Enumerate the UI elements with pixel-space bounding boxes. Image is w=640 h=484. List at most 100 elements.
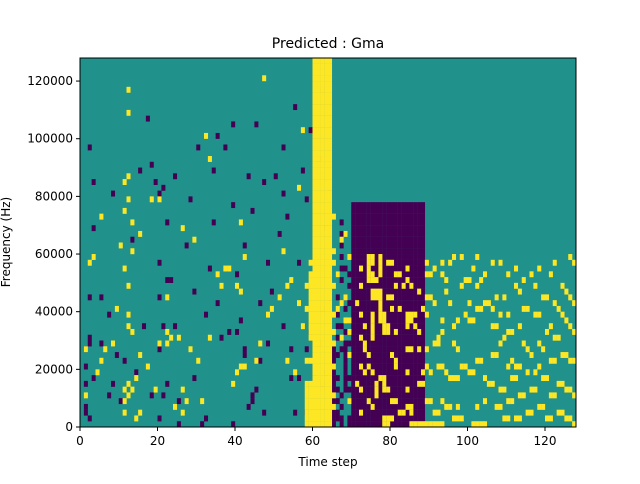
heatmap-cell-high	[312, 121, 317, 128]
heatmap-cell-high	[320, 167, 325, 174]
heatmap-cell-high	[475, 305, 480, 312]
heatmap-cell-low	[351, 277, 356, 284]
x-axis: 0 20 40 60 80 100 120	[76, 427, 556, 448]
y-tick-label: 20000	[35, 362, 73, 376]
heatmap-cell-low	[401, 259, 406, 266]
heatmap-cell-low	[359, 398, 364, 405]
heatmap-cell-high	[324, 421, 329, 428]
heatmap-cell-high	[316, 288, 321, 295]
heatmap-cell-high	[475, 357, 480, 364]
heatmap-cell-high	[328, 248, 333, 255]
heatmap-cell-low	[390, 265, 395, 272]
heatmap-cell-high	[316, 173, 321, 180]
heatmap-cell-high	[521, 392, 526, 399]
heatmap-cell-low	[359, 259, 364, 266]
heatmap-cell-low	[366, 288, 371, 295]
heatmap-cell-low	[390, 357, 395, 364]
heatmap-cell-high	[126, 380, 131, 387]
heatmap-cell-high	[370, 288, 375, 295]
heatmap-cell-high	[382, 328, 387, 335]
heatmap-cell-high	[312, 225, 317, 232]
heatmap-cell-low	[421, 398, 426, 405]
heatmap-cell-low	[362, 305, 367, 312]
heatmap-cell-low	[374, 254, 379, 260]
heatmap-cell-low	[401, 202, 406, 209]
heatmap-cell-low	[134, 369, 139, 376]
heatmap-cell-low	[405, 236, 410, 243]
heatmap-cell-low	[378, 421, 383, 428]
heatmap-cell-low	[397, 294, 402, 301]
heatmap-cell-low	[405, 398, 410, 405]
heatmap-cell-low	[362, 225, 367, 232]
heatmap-cell-low	[378, 236, 383, 243]
heatmap-cell-high	[165, 294, 170, 301]
heatmap-cell-low	[393, 248, 398, 255]
heatmap-cell-high	[238, 363, 243, 370]
heatmap-cell-low	[87, 334, 92, 341]
heatmap-cell-high	[277, 294, 282, 301]
heatmap-cell-high	[428, 369, 433, 376]
heatmap-cell-low	[409, 254, 414, 260]
heatmap-cell-high	[304, 409, 309, 416]
heatmap-cell-low	[91, 179, 96, 185]
heatmap-cell-high	[521, 277, 526, 284]
heatmap-cell-low	[393, 225, 398, 232]
heatmap-cell-high	[316, 213, 321, 220]
heatmap-cell-low	[413, 282, 418, 289]
heatmap-cell-low	[401, 300, 406, 307]
heatmap-cell-high	[417, 380, 422, 387]
heatmap-cell-high	[87, 259, 92, 266]
heatmap-cell-high	[479, 421, 484, 428]
heatmap-cell-low	[347, 386, 352, 393]
heatmap-cell-low	[390, 363, 395, 370]
heatmap-cell-high	[320, 248, 325, 255]
heatmap-cell-low	[393, 369, 398, 376]
heatmap-cell-low	[401, 207, 406, 214]
heatmap-cell-low	[421, 357, 426, 364]
heatmap-cell-high	[324, 179, 329, 185]
heatmap-cell-low	[397, 282, 402, 289]
heatmap-cell-low	[409, 288, 414, 295]
heatmap-cell-low	[382, 282, 387, 289]
heatmap-cell-high	[122, 409, 127, 416]
heatmap-cell-low	[351, 357, 356, 364]
heatmap-cell-high	[320, 190, 325, 197]
heatmap-cell-high	[324, 156, 329, 162]
heatmap-cell-low	[401, 398, 406, 405]
heatmap-cell-high	[533, 311, 538, 318]
heatmap-cell-high	[343, 230, 348, 237]
heatmap-cell-low	[145, 115, 150, 122]
heatmap-cell-low	[386, 340, 391, 347]
heatmap-cell-high	[390, 352, 395, 358]
heatmap-cell-low	[359, 207, 364, 214]
heatmap-cell-high	[452, 254, 457, 260]
heatmap-cell-low	[374, 248, 379, 255]
heatmap-cell-high	[324, 75, 329, 82]
heatmap-cell-high	[374, 380, 379, 387]
heatmap-cell-high	[320, 403, 325, 410]
heatmap-cell-high	[324, 92, 329, 99]
heatmap-cell-low	[149, 161, 154, 168]
heatmap-cell-low	[258, 300, 263, 307]
heatmap-cell-high	[328, 421, 333, 428]
heatmap-cell-high	[165, 328, 170, 335]
heatmap-cell-high	[328, 121, 333, 128]
heatmap-cell-low	[366, 346, 371, 353]
heatmap-cell-low	[386, 207, 391, 214]
heatmap-cell-high	[180, 225, 185, 232]
heatmap-cell-high	[572, 392, 577, 399]
heatmap-cell-low	[351, 259, 356, 266]
heatmap-cell-low	[351, 254, 356, 260]
heatmap-cell-low	[397, 334, 402, 341]
heatmap-cell-high	[312, 305, 317, 312]
heatmap-cell-high	[494, 294, 499, 301]
heatmap-cell-low	[366, 334, 371, 341]
heatmap-cell-high	[421, 421, 426, 428]
heatmap-cell-low	[370, 421, 375, 428]
heatmap-cell-low	[390, 282, 395, 289]
heatmap-cell-high	[382, 317, 387, 324]
heatmap-cell-low	[386, 219, 391, 226]
heatmap-cell-low	[374, 357, 379, 364]
heatmap-cell-high	[556, 380, 561, 387]
heatmap-cell-low	[374, 346, 379, 353]
